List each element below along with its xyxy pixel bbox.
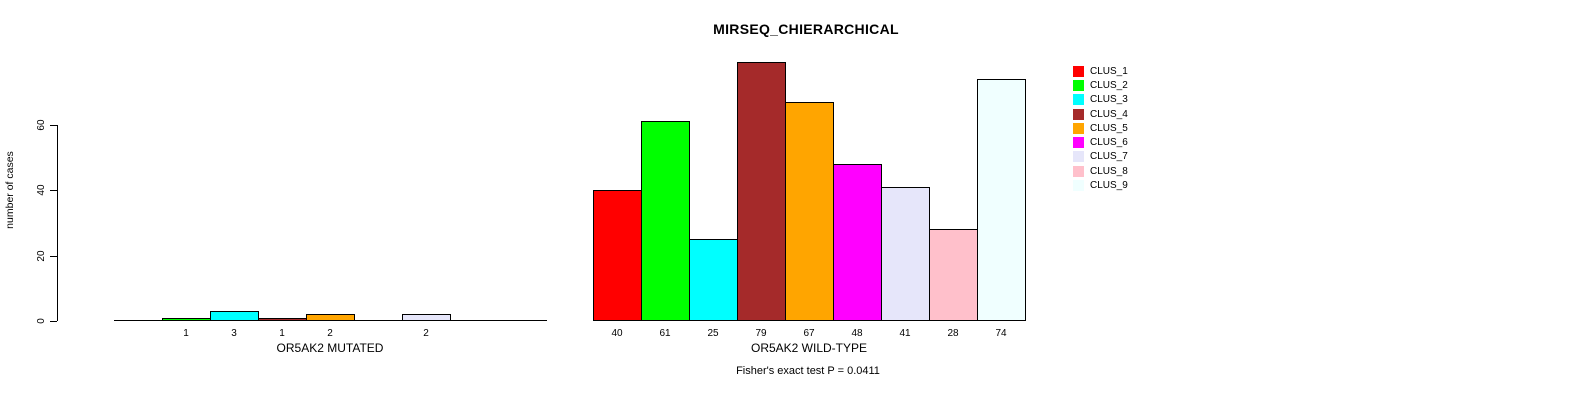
zero-bar-clus_9-group1: [498, 320, 547, 321]
bar-clus_3-group1: [210, 311, 259, 321]
y-axis-tick: [50, 125, 57, 126]
legend-label: CLUS_3: [1090, 94, 1128, 106]
legend-label: CLUS_7: [1090, 151, 1128, 163]
bar-clus_8-group2: [929, 229, 978, 321]
bar-clus_3-group2: [689, 239, 738, 321]
bar-clus_4-group2: [737, 62, 786, 321]
legend-item: CLUS_5: [1073, 121, 1128, 135]
bar-value-label: 40: [611, 328, 623, 339]
bar-value-label: 3: [231, 328, 237, 339]
legend-label: CLUS_8: [1090, 165, 1128, 177]
bar-clus_7-group2: [881, 187, 930, 321]
bar-clus_7-group1: [402, 314, 451, 321]
legend-item: CLUS_3: [1073, 93, 1128, 107]
bar-clus_9-group2: [977, 79, 1026, 321]
bar-clus_6-group2: [833, 164, 882, 321]
bar-value-label: 67: [803, 328, 815, 339]
bar-clus_1-group2: [593, 190, 642, 321]
bar-clus_5-group1: [306, 314, 355, 321]
y-axis-tick: [50, 256, 57, 257]
legend-item: CLUS_1: [1073, 64, 1128, 78]
legend-item: CLUS_6: [1073, 135, 1128, 149]
bar-value-label: 28: [947, 328, 959, 339]
bar-value-label: 2: [327, 328, 333, 339]
bar-clus_2-group1: [162, 318, 211, 321]
y-axis-line: [57, 125, 58, 321]
legend-label: CLUS_1: [1090, 65, 1128, 77]
bar-clus_5-group2: [785, 102, 834, 321]
legend-swatch-clus_2: [1073, 79, 1084, 91]
y-axis-tick-label: 60: [36, 119, 47, 131]
bar-value-label: 74: [995, 328, 1007, 339]
legend-label: CLUS_4: [1090, 108, 1128, 120]
legend-swatch-clus_8: [1073, 165, 1084, 177]
legend-label: CLUS_5: [1090, 122, 1128, 134]
bar-value-label: 48: [851, 328, 863, 339]
bar-clus_2-group2: [641, 121, 690, 321]
group-label-mutated: OR5AK2 MUTATED: [276, 341, 384, 355]
legend-item: CLUS_7: [1073, 150, 1128, 164]
legend-item: CLUS_9: [1073, 178, 1128, 192]
bar-value-label: 25: [707, 328, 719, 339]
zero-bar-clus_1-group1: [114, 320, 163, 321]
group-label-wildtype: OR5AK2 WILD-TYPE: [750, 341, 868, 355]
bar-value-label: 1: [183, 328, 189, 339]
fisher-test-note: Fisher's exact test P = 0.0411: [736, 365, 880, 377]
legend-item: CLUS_8: [1073, 164, 1128, 178]
bar-value-label: 61: [659, 328, 671, 339]
zero-bar-clus_8-group1: [450, 320, 499, 321]
bar-value-label: 41: [899, 328, 911, 339]
legend-swatch-clus_3: [1073, 94, 1084, 106]
legend-swatch-clus_7: [1073, 151, 1084, 163]
bar-value-label: 2: [423, 328, 429, 339]
legend-item: CLUS_4: [1073, 107, 1128, 121]
legend-label: CLUS_9: [1090, 180, 1128, 192]
zero-bar-clus_6-group1: [354, 320, 403, 321]
chart-title: MIRSEQ_CHIERARCHICAL: [713, 21, 899, 37]
bar-value-label: 1: [279, 328, 285, 339]
legend-label: CLUS_6: [1090, 137, 1128, 149]
legend-swatch-clus_6: [1073, 137, 1084, 149]
bar-value-label: 79: [755, 328, 767, 339]
legend-swatch-clus_5: [1073, 122, 1084, 134]
bar-clus_4-group1: [258, 318, 307, 321]
legend: CLUS_1 CLUS_2 CLUS_3 CLUS_4 CLUS_5 CLUS_6 CLUS…: [1073, 64, 1128, 193]
legend-label: CLUS_2: [1090, 79, 1128, 91]
legend-swatch-clus_1: [1073, 65, 1084, 77]
y-axis-title: number of cases: [4, 151, 16, 229]
legend-swatch-clus_9: [1073, 180, 1084, 192]
y-axis-tick: [50, 321, 57, 322]
legend-swatch-clus_4: [1073, 108, 1084, 120]
y-axis-tick: [50, 190, 57, 191]
legend-item: CLUS_2: [1073, 78, 1128, 92]
